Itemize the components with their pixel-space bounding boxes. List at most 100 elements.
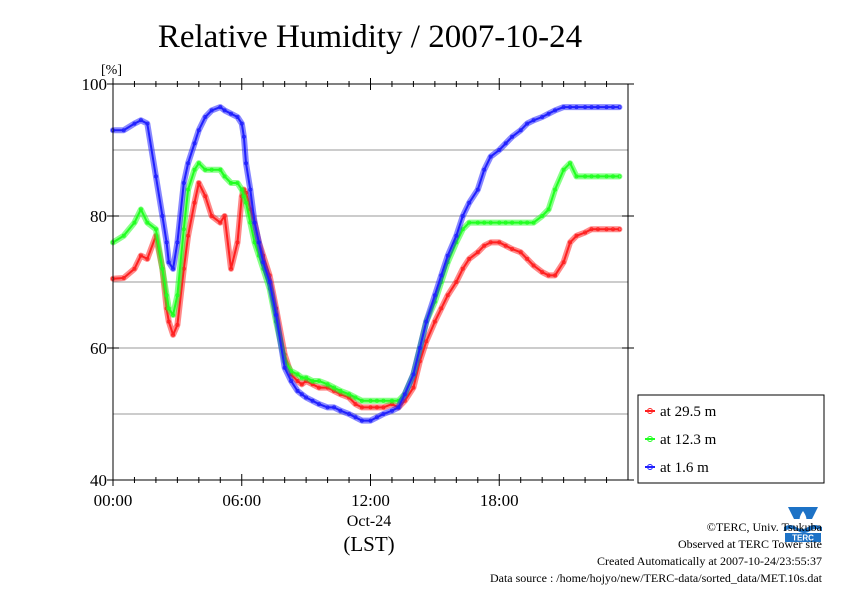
data-point	[304, 395, 309, 400]
data-point	[460, 266, 465, 271]
data-point	[299, 375, 304, 380]
data-point	[368, 405, 373, 410]
data-point	[540, 115, 545, 120]
data-point	[171, 266, 176, 271]
data-point	[192, 200, 197, 205]
data-point	[525, 121, 530, 126]
data-point	[121, 233, 126, 238]
x-tick-label: 00:00	[94, 491, 133, 510]
data-point	[325, 382, 330, 387]
data-point	[145, 121, 150, 126]
series-line-3	[113, 106, 620, 422]
data-point	[353, 402, 358, 407]
data-point	[171, 332, 176, 337]
data-point	[338, 388, 343, 393]
data-point	[164, 240, 169, 245]
data-point	[229, 266, 234, 271]
observed-text: Observed at TERC Tower site	[677, 537, 822, 551]
data-point	[368, 398, 373, 403]
data-point	[203, 115, 208, 120]
data-point	[261, 260, 266, 265]
data-point	[316, 385, 321, 390]
data-point	[518, 128, 523, 133]
data-point	[411, 372, 416, 377]
data-point	[332, 385, 337, 390]
data-point	[196, 128, 201, 133]
data-point	[574, 233, 579, 238]
data-point	[460, 213, 465, 218]
data-point	[402, 392, 407, 397]
data-point	[546, 273, 551, 278]
data-point	[583, 230, 588, 235]
y-tick-label: 80	[90, 207, 107, 226]
data-point	[222, 108, 227, 113]
data-point	[553, 108, 558, 113]
data-point	[229, 180, 234, 185]
data-point	[525, 256, 530, 261]
data-point	[475, 220, 480, 225]
data-point	[467, 256, 472, 261]
legend-box	[637, 394, 825, 484]
data-point	[503, 243, 508, 248]
data-point	[166, 306, 171, 311]
legend-marker-3	[647, 464, 653, 470]
data-point	[186, 161, 191, 166]
data-point	[166, 319, 171, 324]
data-point	[267, 279, 272, 284]
data-point	[132, 220, 137, 225]
data-point	[454, 279, 459, 284]
data-point	[488, 240, 493, 245]
data-point	[424, 339, 429, 344]
data-point	[218, 167, 223, 172]
data-point	[589, 105, 594, 110]
data-point	[218, 105, 223, 110]
y-tick-label: 60	[90, 339, 107, 358]
data-point	[482, 243, 487, 248]
data-point	[503, 141, 508, 146]
data-point	[553, 187, 558, 192]
data-point	[203, 194, 208, 199]
data-point	[439, 306, 444, 311]
data-point	[454, 233, 459, 238]
data-point	[561, 167, 566, 172]
data-point	[518, 250, 523, 255]
data-point	[359, 398, 364, 403]
data-point	[295, 378, 300, 383]
data-point	[510, 220, 515, 225]
data-point	[138, 118, 143, 123]
data-point	[192, 167, 197, 172]
data-point	[432, 319, 437, 324]
data-point	[417, 345, 422, 350]
data-point	[497, 220, 502, 225]
logo-text: TERC	[792, 534, 814, 543]
data-point	[497, 240, 502, 245]
terc-logo: TERC	[782, 503, 824, 543]
data-point	[531, 118, 536, 123]
data-point	[138, 253, 143, 258]
data-point	[595, 227, 600, 232]
data-point	[203, 167, 208, 172]
data-point	[583, 174, 588, 179]
data-point	[347, 411, 352, 416]
legend: at 29.5 m at 12.3 m at 1.6 m	[637, 394, 825, 484]
data-point	[256, 240, 261, 245]
data-point	[518, 220, 523, 225]
data-point	[160, 213, 165, 218]
data-point	[196, 161, 201, 166]
data-point	[121, 276, 126, 281]
data-point	[153, 227, 158, 232]
copyright-text: ©TERC, Univ. Tsukuba	[706, 520, 822, 534]
data-point	[289, 378, 294, 383]
data-point	[359, 405, 364, 410]
series-line-2	[112, 162, 620, 402]
data-point	[368, 418, 373, 423]
data-point	[325, 405, 330, 410]
data-point	[241, 134, 246, 139]
data-point	[381, 405, 386, 410]
data-point	[488, 154, 493, 159]
data-point	[411, 385, 416, 390]
data-point	[209, 108, 214, 113]
chart-title: Relative Humidity / 2007-10-24	[158, 19, 582, 55]
data-point	[218, 220, 223, 225]
legend-label-1: at 29.5 m	[660, 404, 717, 420]
